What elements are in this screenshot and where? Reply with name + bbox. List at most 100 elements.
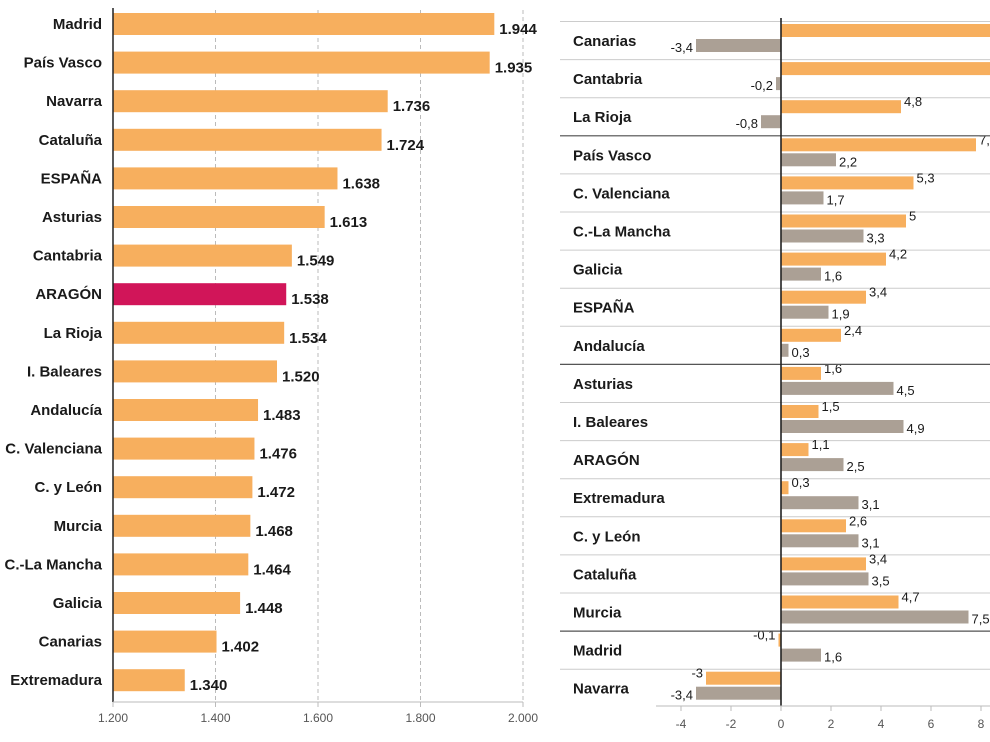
value-label: 7, — [979, 132, 990, 147]
category-label: Murcia — [573, 605, 622, 622]
value-label: 1.483 — [263, 407, 301, 424]
value-label: 1,5 — [822, 399, 840, 414]
value-label: 1.736 — [393, 98, 431, 115]
bar — [781, 648, 821, 662]
category-label: Cataluña — [573, 566, 637, 583]
category-label: I. Baleares — [27, 363, 102, 380]
tick-label: 1.200 — [98, 711, 128, 725]
bar — [781, 572, 869, 586]
value-label: 1,9 — [832, 307, 850, 322]
value-label: 2,5 — [847, 459, 865, 474]
value-label: 4,2 — [889, 247, 907, 262]
bar — [113, 592, 241, 614]
value-label: 1,7 — [827, 192, 845, 207]
value-label: 4,7 — [902, 590, 920, 605]
value-label: 2,6 — [849, 513, 867, 528]
bar — [113, 167, 338, 190]
category-label: Galicia — [53, 595, 103, 612]
category-label: Asturias — [42, 209, 102, 226]
value-label: 1.476 — [259, 446, 297, 463]
category-label: Madrid — [573, 643, 622, 660]
bar — [781, 214, 906, 228]
growth-bar-chart: Canarias -3,4 Cantabria -0,2 La Rioja 4,8 -0,8… — [560, 18, 990, 731]
value-label: 1.468 — [255, 523, 293, 540]
category-label: Madrid — [53, 16, 102, 33]
tick-label: 0 — [778, 717, 785, 731]
bar — [781, 534, 859, 548]
value-label: 1.340 — [190, 677, 228, 694]
bar — [781, 100, 901, 114]
bar — [696, 686, 781, 700]
category-label: I. Baleares — [573, 414, 648, 431]
bar — [113, 206, 325, 228]
value-label: 1,6 — [824, 269, 842, 284]
value-label: 1.538 — [291, 291, 329, 308]
category-label: C. Valenciana — [5, 441, 102, 458]
value-label: -0,2 — [751, 78, 773, 93]
category-label: La Rioja — [573, 109, 632, 126]
bar — [113, 283, 287, 306]
value-label: 7,5 — [972, 612, 990, 627]
value-label: 3,4 — [869, 551, 887, 566]
category-label: Cantabria — [573, 71, 643, 88]
value-label: 1.464 — [253, 561, 291, 578]
bar — [781, 305, 829, 319]
bar — [113, 553, 249, 576]
value-label: 1.402 — [222, 639, 260, 656]
category-label: Cataluña — [39, 132, 103, 149]
bar — [113, 360, 277, 383]
tick-label: -4 — [676, 717, 687, 731]
bar — [113, 51, 490, 74]
bar — [781, 138, 976, 152]
bar — [781, 290, 866, 304]
value-label: 4,8 — [904, 94, 922, 109]
bar — [781, 405, 819, 418]
value-label: -3,4 — [671, 40, 693, 55]
bar — [113, 13, 495, 35]
value-label: 2,4 — [844, 323, 862, 338]
value-label: -0,8 — [736, 116, 758, 131]
category-label: C. y León — [573, 528, 641, 545]
bar — [113, 514, 251, 537]
value-label: 1.944 — [499, 21, 537, 38]
bar — [781, 366, 821, 380]
bar — [781, 420, 904, 433]
bar — [113, 669, 185, 692]
category-label: Cantabria — [33, 248, 103, 265]
value-label: 0,3 — [792, 475, 810, 490]
value-label: 3,1 — [862, 535, 880, 550]
value-label: 5 — [909, 209, 916, 224]
value-label: 1,1 — [812, 437, 830, 452]
value-label: 1.534 — [289, 330, 327, 347]
tick-label: 1.400 — [200, 711, 230, 725]
value-label: 0,3 — [792, 345, 810, 360]
value-label: 2,2 — [839, 154, 857, 169]
value-label: 1,6 — [824, 361, 842, 376]
bar — [781, 229, 864, 243]
category-label: Andalucía — [30, 402, 102, 419]
tick-label: 2.000 — [508, 711, 538, 725]
category-label: C.-La Mancha — [4, 556, 102, 573]
bar — [781, 62, 990, 76]
bar — [776, 77, 781, 91]
category-label: Navarra — [46, 93, 103, 110]
bar — [781, 381, 894, 395]
value-label: 3,3 — [867, 231, 885, 246]
category-label: Galicia — [573, 262, 623, 279]
category-label: Extremadura — [573, 490, 665, 507]
value-label: 3,5 — [872, 573, 890, 588]
value-label: 1.472 — [257, 484, 295, 501]
bar — [113, 630, 217, 653]
bar — [113, 399, 259, 421]
category-label: Extremadura — [10, 672, 102, 689]
value-label: -3 — [691, 666, 703, 681]
bar — [781, 595, 899, 609]
value-label: 1.638 — [342, 175, 380, 192]
category-label: ARAGÓN — [35, 285, 102, 303]
bar — [778, 633, 781, 647]
bar — [113, 90, 388, 113]
value-label: -3,4 — [671, 688, 693, 703]
bar — [781, 443, 809, 457]
tick-label: 1.600 — [303, 711, 333, 725]
category-label: ESPAÑA — [41, 169, 103, 187]
